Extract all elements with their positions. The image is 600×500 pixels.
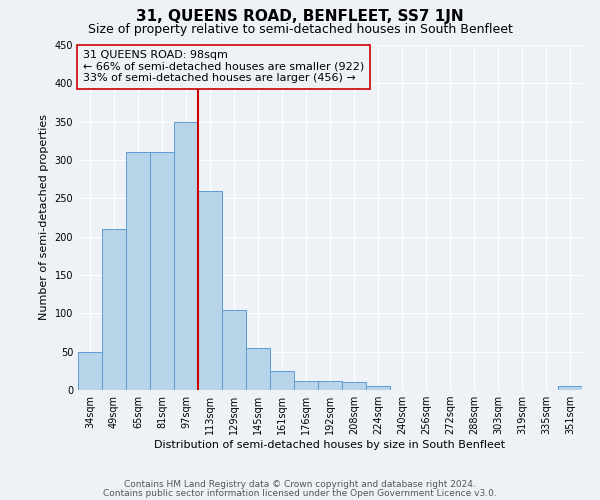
Bar xyxy=(198,190,222,390)
Bar xyxy=(102,229,126,390)
Bar xyxy=(126,152,150,390)
Bar xyxy=(78,352,102,390)
X-axis label: Distribution of semi-detached houses by size in South Benfleet: Distribution of semi-detached houses by … xyxy=(154,440,506,450)
Bar xyxy=(366,386,390,390)
Bar xyxy=(174,122,198,390)
Bar xyxy=(270,371,294,390)
Y-axis label: Number of semi-detached properties: Number of semi-detached properties xyxy=(39,114,49,320)
Bar xyxy=(318,381,342,390)
Text: 31, QUEENS ROAD, BENFLEET, SS7 1JN: 31, QUEENS ROAD, BENFLEET, SS7 1JN xyxy=(136,9,464,24)
Text: Contains HM Land Registry data © Crown copyright and database right 2024.: Contains HM Land Registry data © Crown c… xyxy=(124,480,476,489)
Text: Contains public sector information licensed under the Open Government Licence v3: Contains public sector information licen… xyxy=(103,488,497,498)
Bar xyxy=(342,382,366,390)
Bar xyxy=(294,381,318,390)
Bar xyxy=(222,310,246,390)
Bar xyxy=(150,152,174,390)
Text: 31 QUEENS ROAD: 98sqm
← 66% of semi-detached houses are smaller (922)
33% of sem: 31 QUEENS ROAD: 98sqm ← 66% of semi-deta… xyxy=(83,50,364,84)
Bar xyxy=(246,348,270,390)
Text: Size of property relative to semi-detached houses in South Benfleet: Size of property relative to semi-detach… xyxy=(88,22,512,36)
Bar xyxy=(558,386,582,390)
